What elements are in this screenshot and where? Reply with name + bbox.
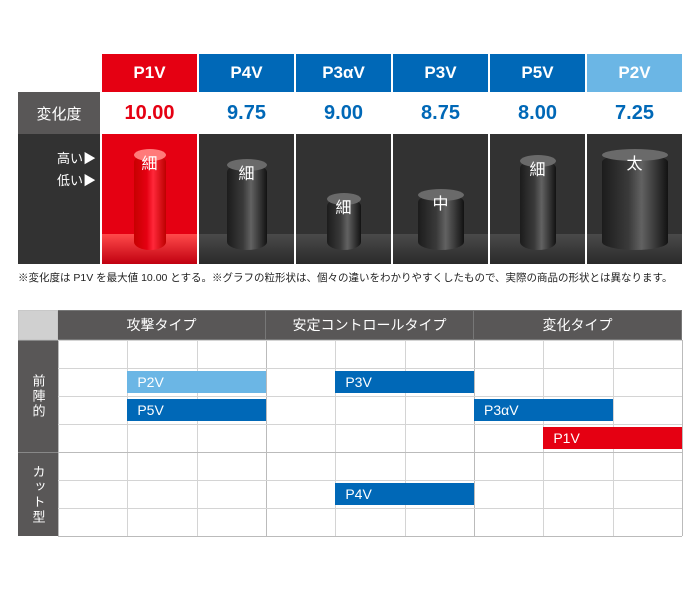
bar-P1V: P1V <box>543 427 682 449</box>
category-header-spacer <box>18 310 58 340</box>
chart-header-P3aV: P3αV <box>296 54 391 92</box>
cylinder-text-P1V: 細 <box>130 150 170 174</box>
category-header-row: 攻撃タイプ安定コントロールタイプ変化タイプ <box>18 310 682 340</box>
category-header-1: 安定コントロールタイプ <box>266 310 474 340</box>
scale-high: 高い▶ <box>18 148 96 170</box>
chart-header-spacer <box>18 54 100 92</box>
chart-value-row: 変化度 10.009.759.008.758.007.25 <box>18 92 682 134</box>
chart-value-P4V: 9.75 <box>199 92 294 134</box>
chart-value-P5V: 8.00 <box>490 92 585 134</box>
chart-header-P3V: P3V <box>393 54 488 92</box>
chart-value-P3aV: 9.00 <box>296 92 391 134</box>
bar-P3V: P3V <box>335 371 474 393</box>
cylinder-scale-labels: 高い▶ 低い▶ <box>18 134 100 264</box>
row-group-1: カット型 <box>18 452 58 536</box>
chart-header-P2V: P2V <box>587 54 682 92</box>
cylinder-cell-P2V: 太 <box>587 134 682 264</box>
category-header-0: 攻撃タイプ <box>58 310 266 340</box>
chart-header-row: P1VP4VP3αVP3VP5VP2V <box>18 54 682 92</box>
cylinder-text-P3V: 中 <box>421 190 461 214</box>
row-group-0: 前陣的 <box>18 340 58 452</box>
chart-header-P4V: P4V <box>199 54 294 92</box>
category-rowlabels: 前陣的カット型 <box>18 340 58 536</box>
bar-P2V: P2V <box>127 371 266 393</box>
chart-header-P1V: P1V <box>102 54 197 92</box>
chart-footnote: ※変化度は P1V を最大値 10.00 とする。※グラフの粒形状は、個々の違い… <box>18 270 682 285</box>
cylinder-cell-P1V: 細 <box>102 134 197 264</box>
bar-P3αV: P3αV <box>474 399 613 421</box>
cylinder-text-P4V: 細 <box>227 160 267 184</box>
category-header-2: 変化タイプ <box>474 310 682 340</box>
bar-P5V: P5V <box>127 399 266 421</box>
chart-value-P3V: 8.75 <box>393 92 488 134</box>
cylinder-cell-P3V: 中 <box>393 134 488 264</box>
cylinder-cell-P4V: 細 <box>199 134 294 264</box>
cylinder-cell-P3aV: 細 <box>296 134 391 264</box>
scale-low: 低い▶ <box>18 170 96 192</box>
chart-header-P5V: P5V <box>490 54 585 92</box>
category-grid: P2V P5V P3VP3αV P1V P4V <box>58 340 682 536</box>
canvas: P1VP4VP3αVP3VP5VP2V 変化度 10.009.759.008.7… <box>0 0 700 594</box>
category-table: 攻撃タイプ安定コントロールタイプ変化タイプ 前陣的カット型 P2VP5VP3VP… <box>18 310 682 536</box>
bar-P4V: P4V <box>335 483 474 505</box>
spin-chart: P1VP4VP3αVP3VP5VP2V 変化度 10.009.759.008.7… <box>18 54 682 285</box>
cylinder-text-P2V: 太 <box>615 150 655 174</box>
category-body: 前陣的カット型 P2V P5V P3VP3αV P1V P4V <box>18 340 682 536</box>
chart-value-P1V: 10.00 <box>102 92 197 134</box>
chart-value-label: 変化度 <box>18 92 100 134</box>
cylinder-cell-P5V: 細 <box>490 134 585 264</box>
chart-value-P2V: 7.25 <box>587 92 682 134</box>
cylinder-text-P5V: 細 <box>518 156 558 180</box>
cylinder-area: 高い▶ 低い▶ 細細細中細太 <box>18 134 682 264</box>
cylinder-text-P3aV: 細 <box>324 194 364 218</box>
